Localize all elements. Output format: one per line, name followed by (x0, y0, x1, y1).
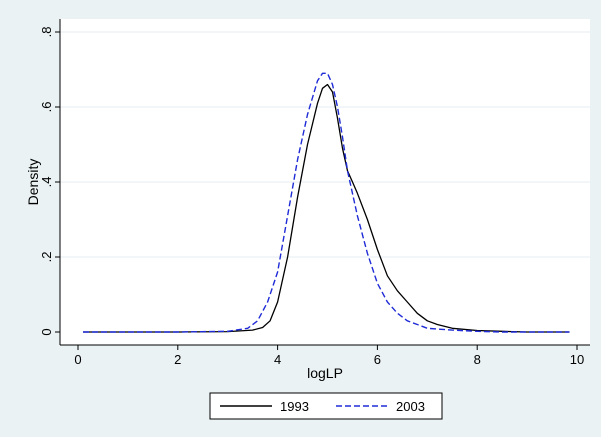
x-tick-label: 2 (174, 352, 181, 367)
legend: 1993 2003 (209, 392, 443, 420)
x-tick-label: 0 (74, 352, 81, 367)
legend-label-2003: 2003 (396, 399, 425, 414)
y-tick-label: .6 (39, 102, 54, 113)
x-axis-label: logLP (307, 365, 343, 381)
y-tick-label: .2 (39, 252, 54, 263)
x-tick-label: 4 (274, 352, 281, 367)
legend-label-1993: 1993 (280, 399, 309, 414)
series-line-1993 (83, 83, 570, 333)
x-tick-label: 8 (474, 352, 481, 367)
y-axis-label: Density (25, 159, 41, 206)
axes: 0 .2 .4 .6 .8 0 2 4 6 8 10 (39, 19, 590, 367)
y-tick-label: .8 (39, 27, 54, 38)
x-tick-label: 6 (374, 352, 381, 367)
series-lines (83, 72, 570, 333)
y-tick-label: .4 (39, 177, 54, 188)
grid-lines (60, 31, 590, 258)
y-tick-label: 0 (39, 328, 54, 335)
x-tick-label: 10 (570, 352, 584, 367)
